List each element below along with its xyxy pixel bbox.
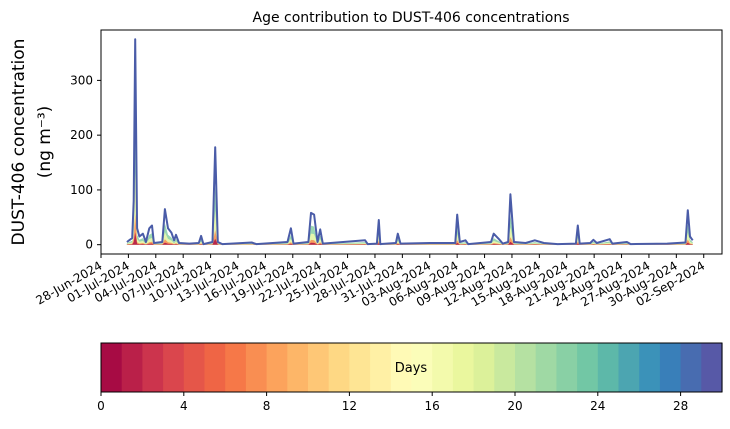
colorbar-bin — [515, 343, 536, 392]
colorbar-bin — [287, 343, 308, 392]
colorbar-bin — [349, 343, 370, 392]
colorbar-bin — [101, 343, 122, 392]
colorbar-bin — [246, 343, 267, 392]
plot-frame — [101, 30, 722, 254]
colorbar-bin — [660, 343, 681, 392]
chart-title: Age contribution to DUST-406 concentrati… — [253, 10, 570, 26]
colorbar-bin — [474, 343, 495, 392]
colorbar-tick-label: 0 — [97, 399, 105, 413]
colorbar-bin — [556, 343, 577, 392]
y-tick-label: 200 — [70, 128, 93, 142]
colorbar-bin — [598, 343, 619, 392]
colorbar-bin — [308, 343, 329, 392]
y-tick-label: 0 — [85, 238, 93, 252]
y-tick-label: 100 — [70, 183, 93, 197]
colorbar-label: Days — [395, 361, 428, 376]
colorbar-bin — [701, 343, 722, 392]
y-axis-unit-label: (ng m⁻³) — [35, 106, 55, 179]
total-concentration-line — [127, 39, 693, 244]
colorbar-tick-label: 12 — [342, 399, 357, 413]
colorbar-bin — [122, 343, 143, 392]
colorbar-tick-label: 28 — [673, 399, 688, 413]
colorbar-bin — [267, 343, 288, 392]
colorbar-tick-label: 4 — [180, 399, 188, 413]
y-axis: 0 100 200 300 — [70, 73, 101, 251]
y-tick-label: 300 — [70, 73, 93, 87]
colorbar-bin — [577, 343, 598, 392]
colorbar-bin — [639, 343, 660, 392]
colorbar-bin — [681, 343, 702, 392]
colorbar-tick-label: 20 — [507, 399, 522, 413]
colorbar-bin — [142, 343, 163, 392]
colorbar-bin — [494, 343, 515, 392]
colorbar-bin — [370, 343, 391, 392]
age-layer-0 — [127, 39, 693, 244]
plot-area — [127, 39, 693, 245]
colorbar-bin — [432, 343, 453, 392]
x-axis: 28-Jun-202401-Jul-202404-Jul-202407-Jul-… — [34, 254, 730, 309]
age-layer-1 — [127, 122, 693, 245]
colorbar-tick-label: 24 — [590, 399, 605, 413]
colorbar: 0 4 8 12 16 20 24 28 — [97, 343, 722, 413]
y-axis-label: DUST-406 concentration — [9, 39, 29, 246]
colorbar-tick-label: 8 — [263, 399, 271, 413]
colorbar-tick-label: 16 — [425, 399, 440, 413]
colorbar-bin — [163, 343, 184, 392]
colorbar-bin — [536, 343, 557, 392]
colorbar-bin — [225, 343, 246, 392]
colorbar-bin — [619, 343, 640, 392]
colorbar-bin — [205, 343, 226, 392]
colorbar-bin — [453, 343, 474, 392]
colorbar-bin — [329, 343, 350, 392]
colorbar-bin — [184, 343, 205, 392]
